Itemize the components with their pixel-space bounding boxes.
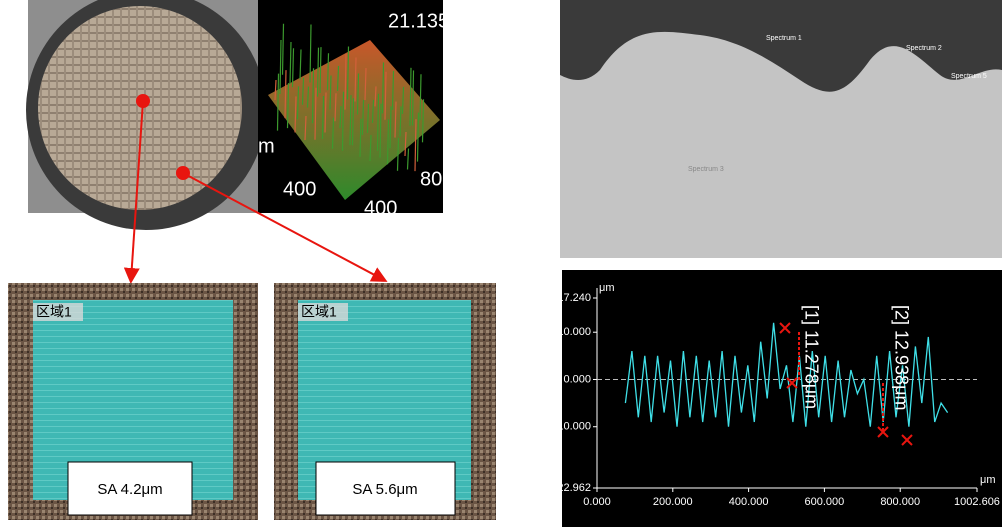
spectrum-label: Spectrum 3 <box>688 166 724 173</box>
x-unit: μm <box>980 474 996 486</box>
spectrum-label: Spectrum 1 <box>766 35 802 42</box>
x-tick-label: 0.000 <box>583 496 611 508</box>
x-tick-label: 800.000 <box>880 496 920 508</box>
photo-sample <box>38 6 242 210</box>
figure: 21.135 m 400 800 400 区域1 SA 4.2μm 区域1 SA… <box>0 0 1002 527</box>
y-tick-label: -22.962 <box>554 482 591 494</box>
dot <box>136 94 150 108</box>
annotation: [1] 11.278μm <box>801 305 821 409</box>
y-tick-label: 17.240 <box>557 292 591 304</box>
dot <box>176 166 190 180</box>
x-tick-label: 600.000 <box>805 496 845 508</box>
clip: 800 <box>420 168 453 190</box>
x-tick-label: 200.000 <box>653 496 693 508</box>
x-tick-label: 1002.606 <box>954 496 1000 508</box>
y-tick-label: -10.000 <box>554 421 591 433</box>
spectrum-label: Spectrum 2 <box>906 45 942 52</box>
axis-label: m <box>258 135 275 157</box>
x-tick-label: 400.000 <box>729 496 769 508</box>
height-label: 21.135 <box>388 10 449 32</box>
result: SA 4.2μm <box>97 481 162 498</box>
region-tag: 区域1 <box>36 304 72 320</box>
axis-label: 400 <box>364 197 397 219</box>
y-unit: μm <box>599 282 615 294</box>
result: SA 5.6μm <box>352 481 417 498</box>
y-tick-label: 0.000 <box>563 373 591 385</box>
annotation: [2] 12.938μm <box>891 305 911 410</box>
region-tag: 区域1 <box>301 304 337 320</box>
axis-label: 400 <box>283 178 316 200</box>
axis-label: 800 <box>420 168 453 190</box>
clip: 400 <box>364 197 397 219</box>
spectrum-label: Spectrum 5 <box>951 73 987 80</box>
y-tick-label: 10.000 <box>557 326 591 338</box>
